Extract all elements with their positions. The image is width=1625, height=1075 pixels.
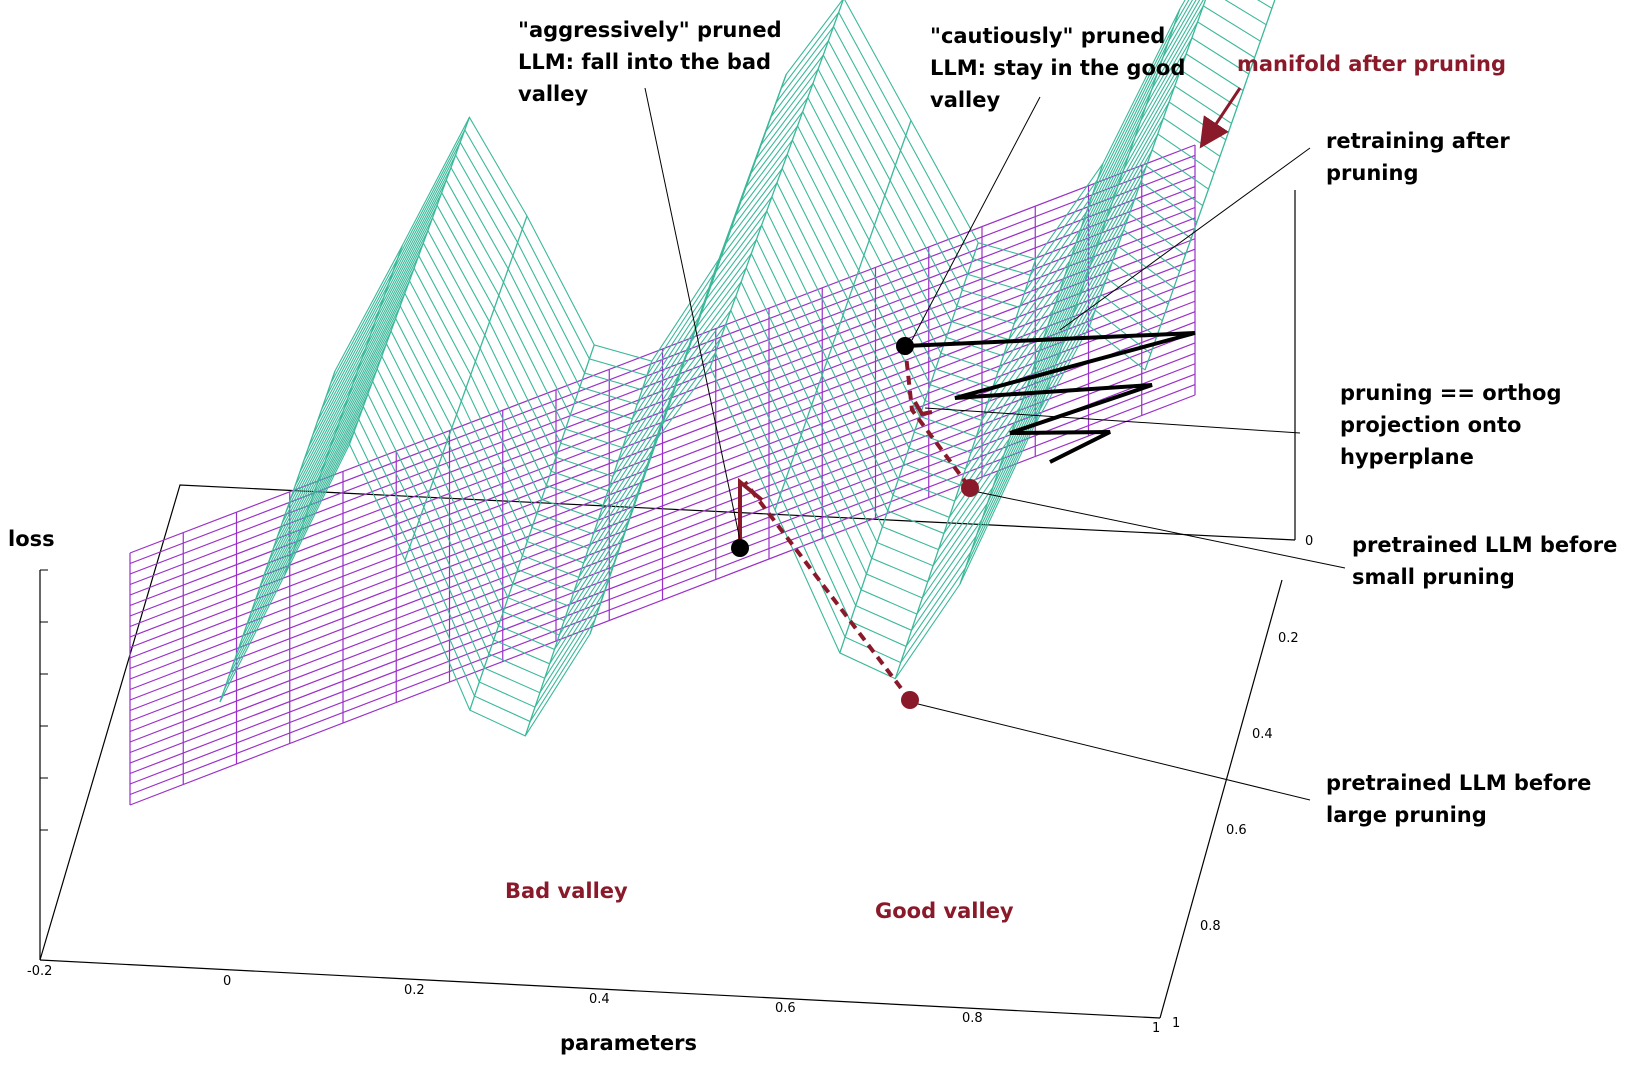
- surface-wire: [294, 53, 1244, 492]
- surface-wire: [303, 21, 1255, 463]
- hyperplane-grid-line: [129, 248, 1196, 659]
- y-tick-label: 0.8: [1200, 919, 1221, 934]
- surface-wire: [321, 0, 1197, 410]
- retraining-annotation-line-2: pruning: [1326, 161, 1418, 185]
- large-pruning-annotation-line-1: pretrained LLM before: [1326, 771, 1591, 795]
- x-tick-label: 0: [223, 974, 231, 989]
- aggressive-annotation-line-2: LLM: fall into the bad: [518, 50, 771, 74]
- surface-wire: [325, 0, 1194, 397]
- aggressive-annotation-line-3: valley: [518, 82, 588, 106]
- surface-wire: [259, 181, 1198, 607]
- y-tick-label: 0.4: [1252, 727, 1273, 742]
- surface-wire: [285, 85, 1232, 521]
- axis-box: [39, 190, 1296, 1019]
- retraining-path: [904, 331, 1196, 464]
- hyperplane-grid-line: [129, 290, 1196, 701]
- cautious-annotation-line-1: "cautiously" pruned: [930, 24, 1165, 48]
- surface-wire: [272, 133, 1215, 564]
- projection-arrows: [738, 400, 933, 548]
- projection-annotation-line-2: projection onto: [1340, 413, 1521, 437]
- large-pruning-start-point: [901, 691, 919, 709]
- surface-wire: [237, 261, 1169, 679]
- y-tick-label: 0: [1305, 534, 1313, 549]
- surface-wire: [241, 245, 1175, 665]
- surface-wire: [334, 0, 1186, 372]
- surface-wire: [290, 69, 1238, 506]
- x-tick-label: 0.6: [775, 1001, 796, 1016]
- cautious-annotation-line-2: LLM: stay in the good: [930, 56, 1185, 80]
- surface-wire: [299, 37, 1250, 478]
- aggressive-annotation-line-1: "aggressively" pruned: [518, 18, 782, 42]
- hyperplane-grid-line: [129, 373, 1196, 785]
- projection-paths: [743, 345, 972, 702]
- hyperplane-grid-line: [129, 269, 1196, 680]
- hyperplane-grid-line: [129, 144, 1196, 554]
- hyperplane-grid-line: [129, 227, 1196, 638]
- x-tick-label: 0.4: [589, 992, 610, 1007]
- leader-lines: [644, 87, 1346, 801]
- surface-wire: [263, 165, 1204, 593]
- projection-annotation-line-1: pruning == orthog: [1340, 381, 1562, 405]
- y-tick-label: 1: [1172, 1016, 1180, 1031]
- small-pruning-start-point: [961, 479, 979, 497]
- y-tick-label: 0.2: [1278, 631, 1299, 646]
- small-pruning-annotation-line-2: small pruning: [1352, 565, 1515, 589]
- manifold-arrow: [1199, 87, 1242, 149]
- loss-surface: [219, 0, 1276, 737]
- surface-wire: [281, 101, 1227, 535]
- x-tick-label: 1: [1152, 1021, 1160, 1036]
- x-tick-label: 0.8: [962, 1011, 983, 1026]
- hyperplane-grid-line: [129, 165, 1196, 575]
- aggressive-pruned-point: [731, 539, 749, 557]
- manifold-label: manifold after pruning: [1237, 52, 1506, 76]
- large-pruning-annotation-line-2: large pruning: [1326, 803, 1487, 827]
- surface-wire: [246, 229, 1180, 651]
- good-valley-label: Good valley: [875, 899, 1014, 923]
- surface-wire: [312, 0, 1267, 435]
- surface-wire: [277, 117, 1221, 550]
- hyperplane-grid-line: [129, 331, 1196, 743]
- surface-wire: [232, 277, 1163, 694]
- hyperplane-grid-line: [129, 279, 1196, 691]
- surface-wire: [268, 149, 1209, 578]
- z-axis-label: loss: [8, 527, 55, 551]
- x-axis-tick-labels: -0.2 0 0.2 0.4 0.6 0.8 1: [27, 964, 1160, 1036]
- projection-annotation-line-3: hyperplane: [1340, 445, 1474, 469]
- hyperplane-grid-line: [129, 394, 1196, 806]
- small-pruning-annotation-line-1: pretrained LLM before: [1352, 533, 1617, 557]
- hyperplane-grid-line: [129, 196, 1196, 607]
- z-axis-ticks: [40, 569, 48, 831]
- y-tick-label: 0.6: [1226, 823, 1247, 838]
- bad-valley-label: Bad valley: [505, 879, 628, 903]
- retraining-annotation-line-1: retraining after: [1326, 129, 1510, 153]
- surface-wire: [1088, 0, 1207, 327]
- manifold-hyperplane: [129, 144, 1196, 806]
- surface-wire: [228, 293, 1157, 708]
- surface-wire: [316, 0, 1273, 423]
- hyperplane-grid-line: [129, 206, 1196, 617]
- x-tick-label: -0.2: [27, 964, 52, 979]
- y-axis-tick-labels: 0 0.2 0.4 0.6 0.8 1: [1172, 534, 1313, 1031]
- hyperplane-grid-line: [129, 186, 1196, 596]
- x-axis-label: parameters: [560, 1031, 697, 1055]
- surface-wire: [219, 325, 1146, 737]
- surface-wire: [308, 5, 1261, 449]
- cautious-pruned-point: [896, 337, 914, 355]
- cautious-annotation-line-3: valley: [930, 88, 1000, 112]
- hyperplane-grid-line: [129, 321, 1196, 733]
- x-tick-label: 0.2: [404, 983, 425, 998]
- surface-wire: [223, 309, 1152, 723]
- hyperplane-grid-line: [129, 259, 1196, 670]
- surface-wire: [330, 0, 1190, 384]
